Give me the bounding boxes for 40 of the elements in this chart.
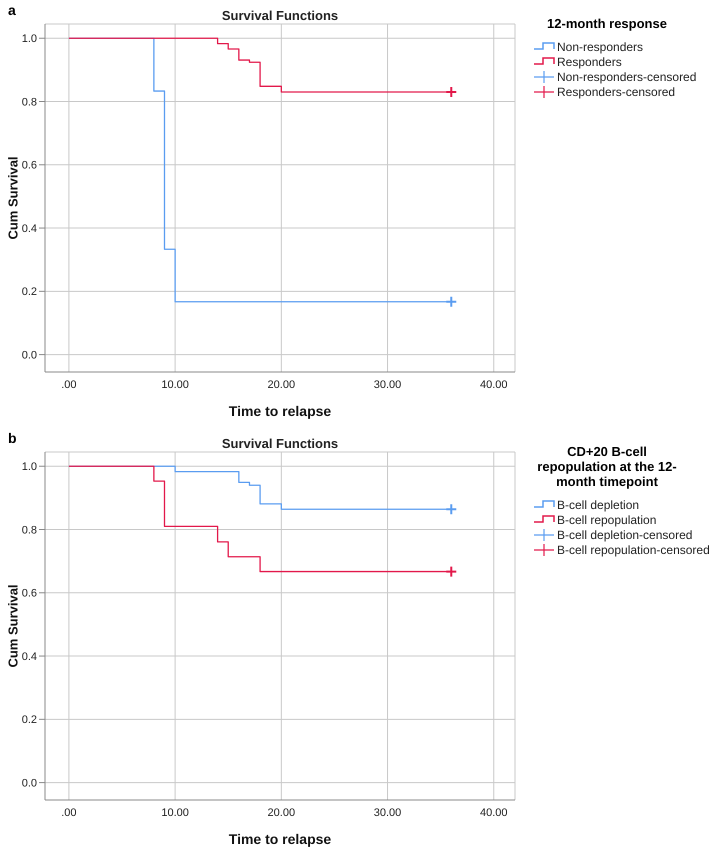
chart-title: Survival Functions <box>220 8 340 23</box>
x-tick-label: 20.00 <box>268 378 296 391</box>
chart-title: Survival Functions <box>220 436 340 451</box>
y-tick-label: 0.6 <box>22 160 37 172</box>
x-tick-label: .00 <box>61 378 77 391</box>
y-tick-label: 0.4 <box>22 650 37 663</box>
legend-label: Responders <box>557 54 622 68</box>
legend-label: B-cell repopulation <box>557 512 656 526</box>
legend-label: B-cell repopulation-censored <box>557 542 710 556</box>
y-axis-title: Cum Survival <box>6 584 21 668</box>
text: b <box>8 430 17 446</box>
y-tick-label: 0.8 <box>22 524 37 536</box>
x-tick-label: 30.00 <box>374 378 402 391</box>
y-tick-label: 0.2 <box>22 714 37 726</box>
y-tick-label: 0.0 <box>22 778 37 790</box>
y-axis-title: Cum Survival <box>6 156 21 240</box>
x-axis-title: Time to relapse <box>228 831 332 847</box>
y-tick-label: 1.0 <box>22 33 37 46</box>
legend-label: Responders-censored <box>557 84 676 98</box>
x-tick-label: 40.00 <box>480 378 508 391</box>
y-tick-label: 0.4 <box>22 222 37 235</box>
y-tick-label: 0.8 <box>22 96 37 108</box>
legend-title: CD+20 B-cell repopulation at the 12-month timepoint <box>536 444 678 489</box>
legend-title: 12-month response <box>546 16 668 31</box>
legend-label: Non-responders <box>557 40 644 54</box>
y-tick-label: 0.0 <box>22 350 37 362</box>
x-tick-label: 30.00 <box>374 806 402 819</box>
y-tick-label: 1.0 <box>22 461 37 474</box>
legend-label: B-cell depletion-censored <box>557 528 692 542</box>
y-tick-label: 0.2 <box>22 286 37 298</box>
y-tick-label: 0.6 <box>22 588 37 600</box>
text: a <box>8 2 16 18</box>
x-tick-label: .00 <box>61 806 77 819</box>
x-tick-label: 10.00 <box>161 806 189 819</box>
x-tick-label: 40.00 <box>480 806 508 819</box>
x-tick-label: 20.00 <box>268 806 296 819</box>
x-tick-label: 10.00 <box>161 378 189 391</box>
x-axis-title: Time to relapse <box>228 403 332 419</box>
legend-label: Non-responders-censored <box>557 70 696 84</box>
legend-label: B-cell depletion <box>557 498 640 512</box>
